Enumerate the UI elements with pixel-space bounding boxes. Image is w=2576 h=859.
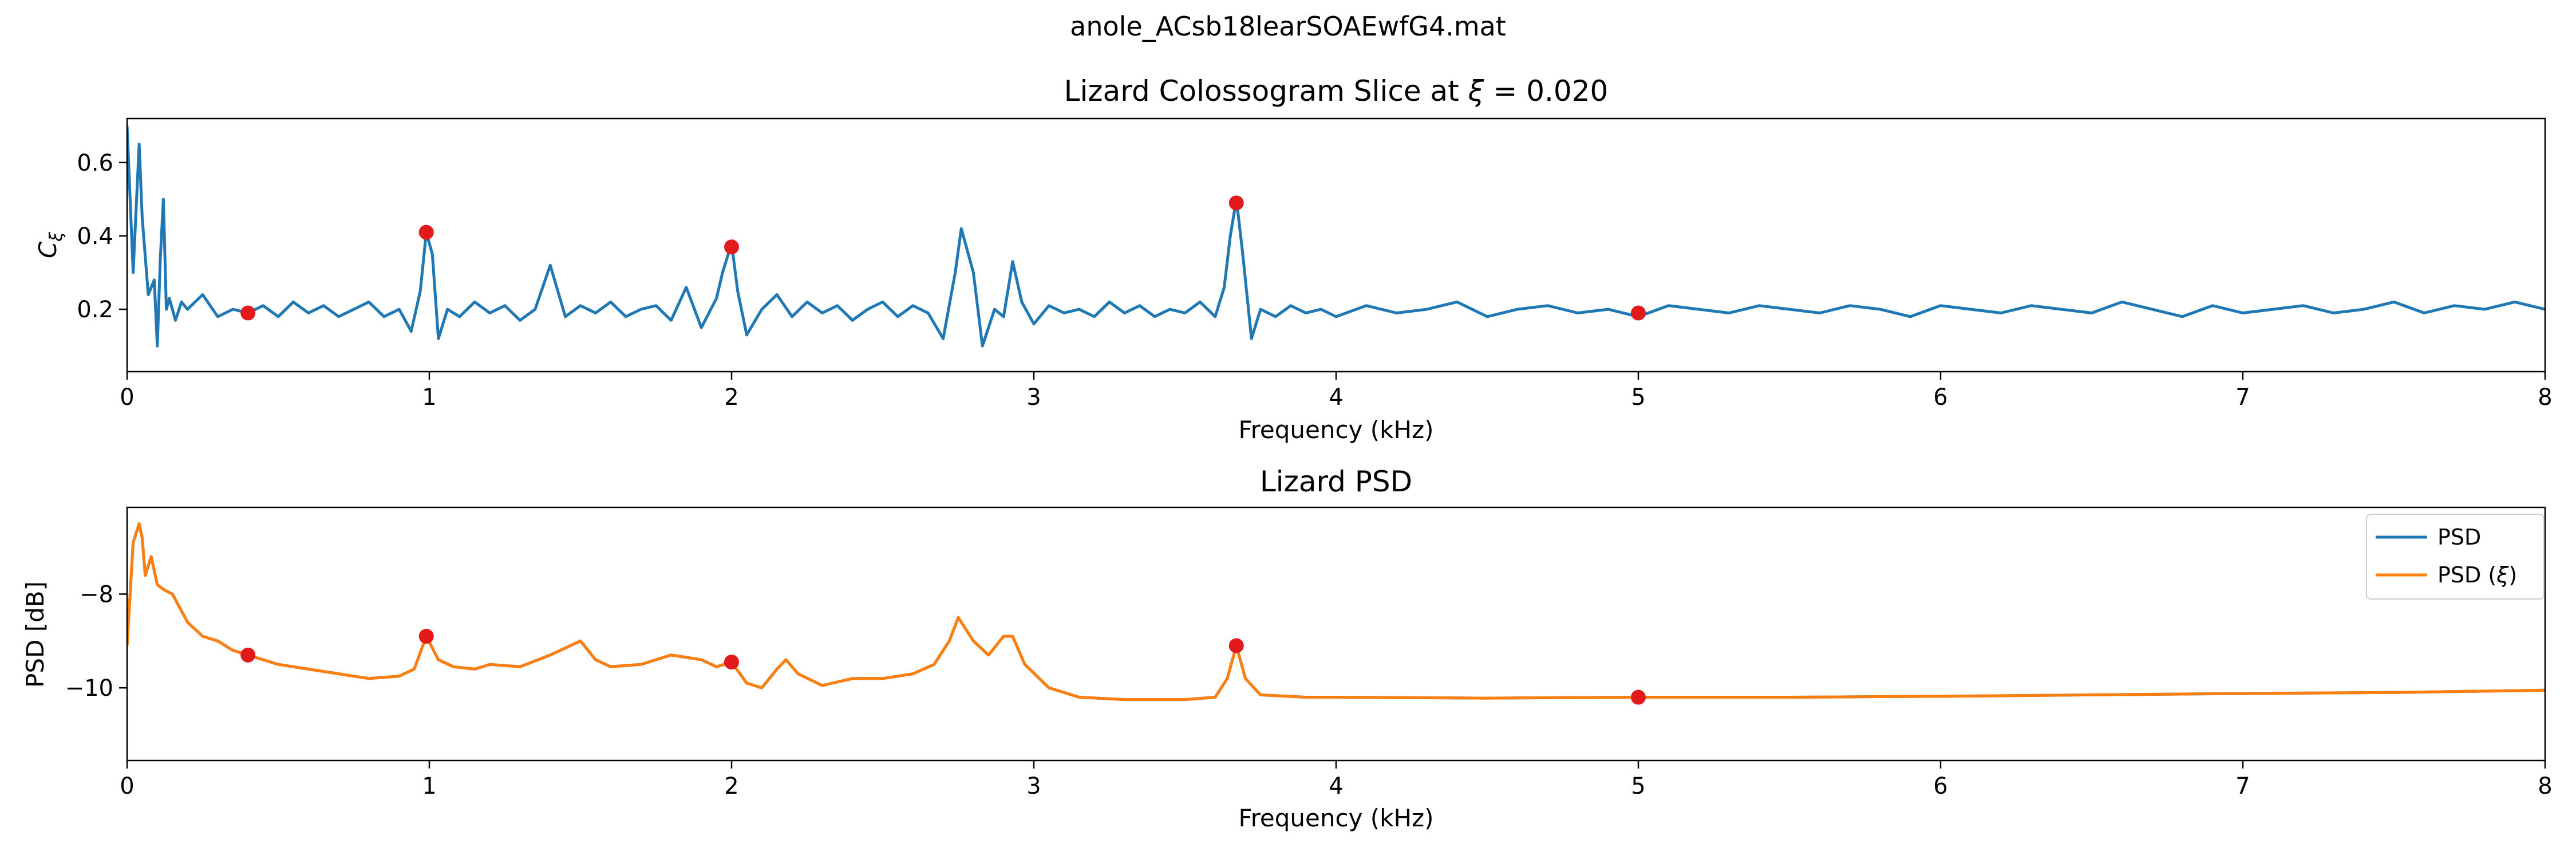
colossogram-plot-area xyxy=(126,117,2546,373)
colossogram-series-line-0 xyxy=(127,125,2545,348)
colossogram-ylabel: Cξ xyxy=(34,232,66,258)
colossogram-ticks: 0 1 2 3 4 5 6 7 8 0.2 0.4 0.6 xyxy=(77,150,2552,411)
colossogram-peak-marker xyxy=(724,239,739,255)
colossogram-xtick-label: 7 xyxy=(2235,384,2250,411)
colossogram-ytick-label: 0.4 xyxy=(77,223,113,250)
psd-peak-marker xyxy=(1228,638,1244,653)
psd-xtick-label: 5 xyxy=(1631,773,1645,799)
colossogram-xtick-label: 3 xyxy=(1026,384,1041,411)
colossogram-series-group xyxy=(127,125,2545,348)
colossogram-xtick-label: 8 xyxy=(2538,384,2552,411)
colossogram-xlabel: Frequency (kHz) xyxy=(1238,416,1433,444)
colossogram-xtick-label: 0 xyxy=(120,384,134,411)
figure-suptitle: anole_ACsb18learSOAEwfG4.mat xyxy=(1070,11,1506,42)
psd-ytick-label: −8 xyxy=(80,581,113,608)
psd-peak-marker xyxy=(418,629,434,644)
colossogram-peak-marker xyxy=(418,224,434,240)
colossogram-peak-marker xyxy=(240,305,256,321)
psd-peak-marker xyxy=(1631,689,1646,705)
colossogram-ytick-label: 0.2 xyxy=(77,297,113,323)
colossogram-axes-frame xyxy=(126,117,2546,373)
psd-axes-frame xyxy=(126,506,2546,762)
psd-ticks: 0 1 2 3 4 5 6 7 8 −10 −8 xyxy=(65,581,2553,799)
colossogram-axes: Lizard Colossogram Slice at ξ = 0.020 0 1… xyxy=(34,74,2553,444)
psd-peak-marker xyxy=(724,655,739,670)
psd-legend: PSD PSD (ξ) xyxy=(2366,514,2545,600)
psd-xtick-label: 3 xyxy=(1026,773,1041,799)
colossogram-xtick-label: 6 xyxy=(1933,384,1947,411)
colossogram-peak-marker xyxy=(1228,195,1244,211)
colossogram-peak-marker xyxy=(1631,305,1646,321)
colossogram-xtick-label: 1 xyxy=(422,384,436,411)
psd-xtick-label: 1 xyxy=(422,773,436,799)
legend-psd-label: PSD xyxy=(2437,525,2481,550)
psd-title: Lizard PSD xyxy=(1260,465,1412,498)
colossogram-ytick-label: 0.6 xyxy=(77,150,113,176)
psd-series-group xyxy=(127,522,2545,705)
psd-series-line-1 xyxy=(127,522,2545,702)
psd-xtick-label: 0 xyxy=(120,773,134,799)
legend-psd-xi-label: PSD (ξ) xyxy=(2437,562,2517,588)
psd-axes: Lizard PSD 0 1 2 3 4 5 6 7 8 −10 −8 Frequency (kHz… xyxy=(21,465,2553,832)
psd-xtick-label: 7 xyxy=(2235,773,2250,799)
legend-frame xyxy=(2366,514,2545,600)
psd-ylabel: PSD [dB] xyxy=(21,581,49,688)
colossogram-xtick-label: 5 xyxy=(1631,384,1645,411)
psd-xtick-label: 8 xyxy=(2538,773,2552,799)
psd-ytick-label: −10 xyxy=(65,675,113,702)
colossogram-title: Lizard Colossogram Slice at ξ = 0.020 xyxy=(1064,74,1609,108)
psd-xtick-label: 2 xyxy=(724,773,738,799)
colossogram-xtick-label: 2 xyxy=(724,384,738,411)
psd-xtick-label: 6 xyxy=(1933,773,1947,799)
colossogram-xtick-label: 4 xyxy=(1329,384,1343,411)
psd-xlabel: Frequency (kHz) xyxy=(1238,804,1433,832)
psd-plot-area xyxy=(126,506,2546,762)
psd-xtick-label: 4 xyxy=(1329,773,1343,799)
psd-series-line-0 xyxy=(127,522,2545,702)
psd-peak-marker xyxy=(240,647,256,663)
